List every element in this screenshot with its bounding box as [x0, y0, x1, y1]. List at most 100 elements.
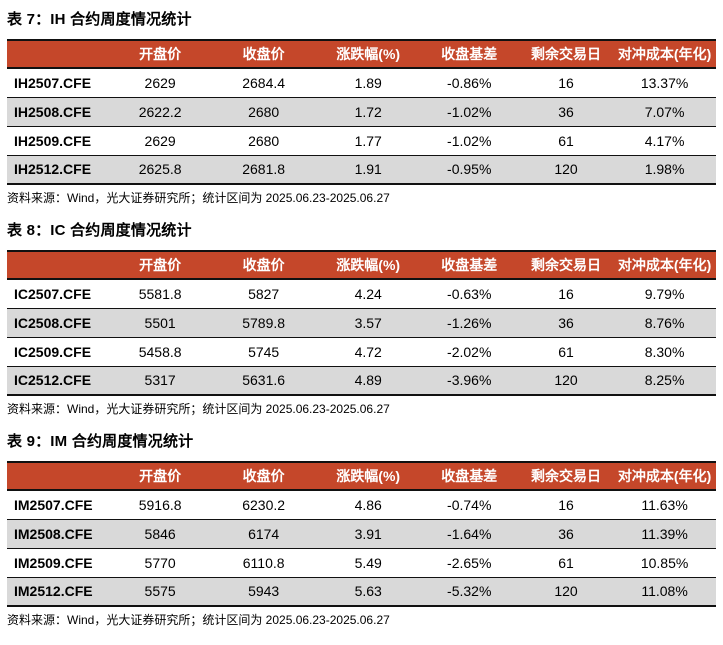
table-row: IM2512.CFE 5575 5943 5.63 -5.32% 120 11.…: [7, 577, 716, 606]
ic-stats-table: 开盘价 收盘价 涨跌幅(%) 收盘基差 剩余交易日 对冲成本(年化) IC250…: [7, 250, 716, 396]
change-cell: 4.89: [354, 372, 382, 389]
cost-cell: 4.17%: [644, 132, 685, 149]
table-section-ih: 表 7：IH 合约周度情况统计 开盘价 收盘价 涨跌幅(%) 收盘基差 剩余交易…: [7, 8, 716, 206]
contract-cell: IM2512.CFE: [14, 583, 93, 600]
header-row: 开盘价 收盘价 涨跌幅(%) 收盘基差 剩余交易日 对冲成本(年化): [7, 251, 716, 279]
table-row: IC2509.CFE 5458.8 5745 4.72 -2.02% 61 8.…: [7, 337, 716, 366]
col-header-basis: 收盘基差: [441, 468, 498, 484]
cost-cell: 8.30%: [644, 343, 685, 360]
table-row: IM2509.CFE 5770 6110.8 5.49 -2.65% 61 10…: [7, 548, 716, 577]
close-cell: 2684.4: [242, 74, 286, 91]
open-cell: 5575: [144, 583, 176, 600]
cost-cell: 8.25%: [644, 372, 685, 389]
basis-cell: -1.64%: [447, 525, 492, 542]
close-cell: 6230.2: [242, 496, 286, 513]
close-cell: 2680: [248, 103, 280, 120]
cost-cell: 11.39%: [641, 525, 688, 542]
basis-cell: -1.02%: [447, 103, 492, 120]
days-cell: 61: [558, 343, 574, 360]
contract-cell: IH2509.CFE: [14, 132, 92, 149]
close-cell: 2681.8: [242, 161, 286, 178]
col-header-change: 涨跌幅(%): [336, 46, 401, 62]
days-cell: 120: [554, 372, 578, 389]
cost-cell: 9.79%: [644, 285, 685, 302]
col-header-contract: [7, 462, 110, 490]
basis-cell: -5.32%: [447, 583, 492, 600]
contract-cell: IC2508.CFE: [14, 314, 92, 331]
table-row: IC2512.CFE 5317 5631.6 4.89 -3.96% 120 8…: [7, 366, 716, 395]
col-header-contract: [7, 251, 110, 279]
change-cell: 5.49: [354, 554, 382, 571]
close-cell: 6174: [248, 525, 280, 542]
days-cell: 36: [558, 314, 574, 331]
header-row: 开盘价 收盘价 涨跌幅(%) 收盘基差 剩余交易日 对冲成本(年化): [7, 462, 716, 490]
days-cell: 61: [558, 132, 574, 149]
header-row: 开盘价 收盘价 涨跌幅(%) 收盘基差 剩余交易日 对冲成本(年化): [7, 40, 716, 68]
table-row: IH2509.CFE 2629 2680 1.77 -1.02% 61 4.17…: [7, 126, 716, 155]
cost-cell: 11.08%: [641, 583, 688, 600]
close-cell: 5745: [248, 343, 280, 360]
col-header-open: 开盘价: [139, 46, 182, 62]
basis-cell: -3.96%: [447, 372, 492, 389]
table-row: IC2508.CFE 5501 5789.8 3.57 -1.26% 36 8.…: [7, 308, 716, 337]
days-cell: 16: [558, 74, 574, 91]
days-cell: 16: [558, 496, 574, 513]
col-header-cost: 对冲成本(年化): [617, 257, 712, 273]
table-section-im: 表 9：IM 合约周度情况统计 开盘价 收盘价 涨跌幅(%) 收盘基差 剩余交易…: [7, 430, 716, 628]
basis-cell: -0.63%: [447, 285, 492, 302]
col-header-change: 涨跌幅(%): [336, 257, 401, 273]
open-cell: 5501: [144, 314, 176, 331]
col-header-basis: 收盘基差: [441, 46, 498, 62]
col-header-change: 涨跌幅(%): [336, 468, 401, 484]
col-header-basis: 收盘基差: [441, 257, 498, 273]
basis-cell: -0.95%: [447, 161, 492, 178]
contract-cell: IH2507.CFE: [14, 74, 92, 91]
table-section-ic: 表 8：IC 合约周度情况统计 开盘价 收盘价 涨跌幅(%) 收盘基差 剩余交易…: [7, 219, 716, 417]
basis-cell: -0.74%: [447, 496, 492, 513]
close-cell: 5827: [248, 285, 280, 302]
col-header-close: 收盘价: [242, 46, 285, 62]
change-cell: 1.77: [354, 132, 382, 149]
change-cell: 1.89: [354, 74, 382, 91]
basis-cell: -0.86%: [447, 74, 492, 91]
basis-cell: -1.02%: [447, 132, 492, 149]
col-header-contract: [7, 40, 110, 68]
contract-cell: IM2507.CFE: [14, 496, 93, 513]
table-row: IC2507.CFE 5581.8 5827 4.24 -0.63% 16 9.…: [7, 279, 716, 308]
close-cell: 5789.8: [242, 314, 286, 331]
days-cell: 36: [558, 525, 574, 542]
cost-cell: 7.07%: [644, 103, 685, 120]
col-header-open: 开盘价: [139, 257, 182, 273]
contract-cell: IM2508.CFE: [14, 525, 93, 542]
table-row: IH2508.CFE 2622.2 2680 1.72 -1.02% 36 7.…: [7, 97, 716, 126]
col-header-close: 收盘价: [242, 468, 285, 484]
change-cell: 1.72: [354, 103, 382, 120]
im-stats-table: 开盘价 收盘价 涨跌幅(%) 收盘基差 剩余交易日 对冲成本(年化) IM250…: [7, 461, 716, 607]
change-cell: 1.91: [354, 161, 382, 178]
close-cell: 2680: [248, 132, 280, 149]
open-cell: 2625.8: [138, 161, 182, 178]
open-cell: 5458.8: [138, 343, 182, 360]
days-cell: 120: [554, 161, 578, 178]
table-row: IM2508.CFE 5846 6174 3.91 -1.64% 36 11.3…: [7, 519, 716, 548]
change-cell: 4.86: [354, 496, 382, 513]
cost-cell: 8.76%: [644, 314, 685, 331]
contract-cell: IC2507.CFE: [14, 285, 92, 302]
open-cell: 5581.8: [138, 285, 182, 302]
table-row: IH2512.CFE 2625.8 2681.8 1.91 -0.95% 120…: [7, 155, 716, 184]
col-header-close: 收盘价: [242, 257, 285, 273]
basis-cell: -1.26%: [447, 314, 492, 331]
contract-cell: IH2512.CFE: [14, 161, 92, 178]
table-title-ic: 表 8：IC 合约周度情况统计: [7, 222, 192, 239]
open-cell: 2622.2: [138, 103, 182, 120]
open-cell: 2629: [144, 132, 176, 149]
days-cell: 120: [554, 583, 578, 600]
open-cell: 5846: [144, 525, 176, 542]
days-cell: 36: [558, 103, 574, 120]
cost-cell: 11.63%: [641, 496, 688, 513]
close-cell: 5943: [248, 583, 280, 600]
table-title-ih: 表 7：IH 合约周度情况统计: [7, 11, 192, 28]
contract-cell: IH2508.CFE: [14, 103, 92, 120]
source-note: 资料来源：Wind，光大证券研究所；统计区间为 2025.06.23-2025.…: [7, 191, 390, 205]
basis-cell: -2.02%: [447, 343, 492, 360]
